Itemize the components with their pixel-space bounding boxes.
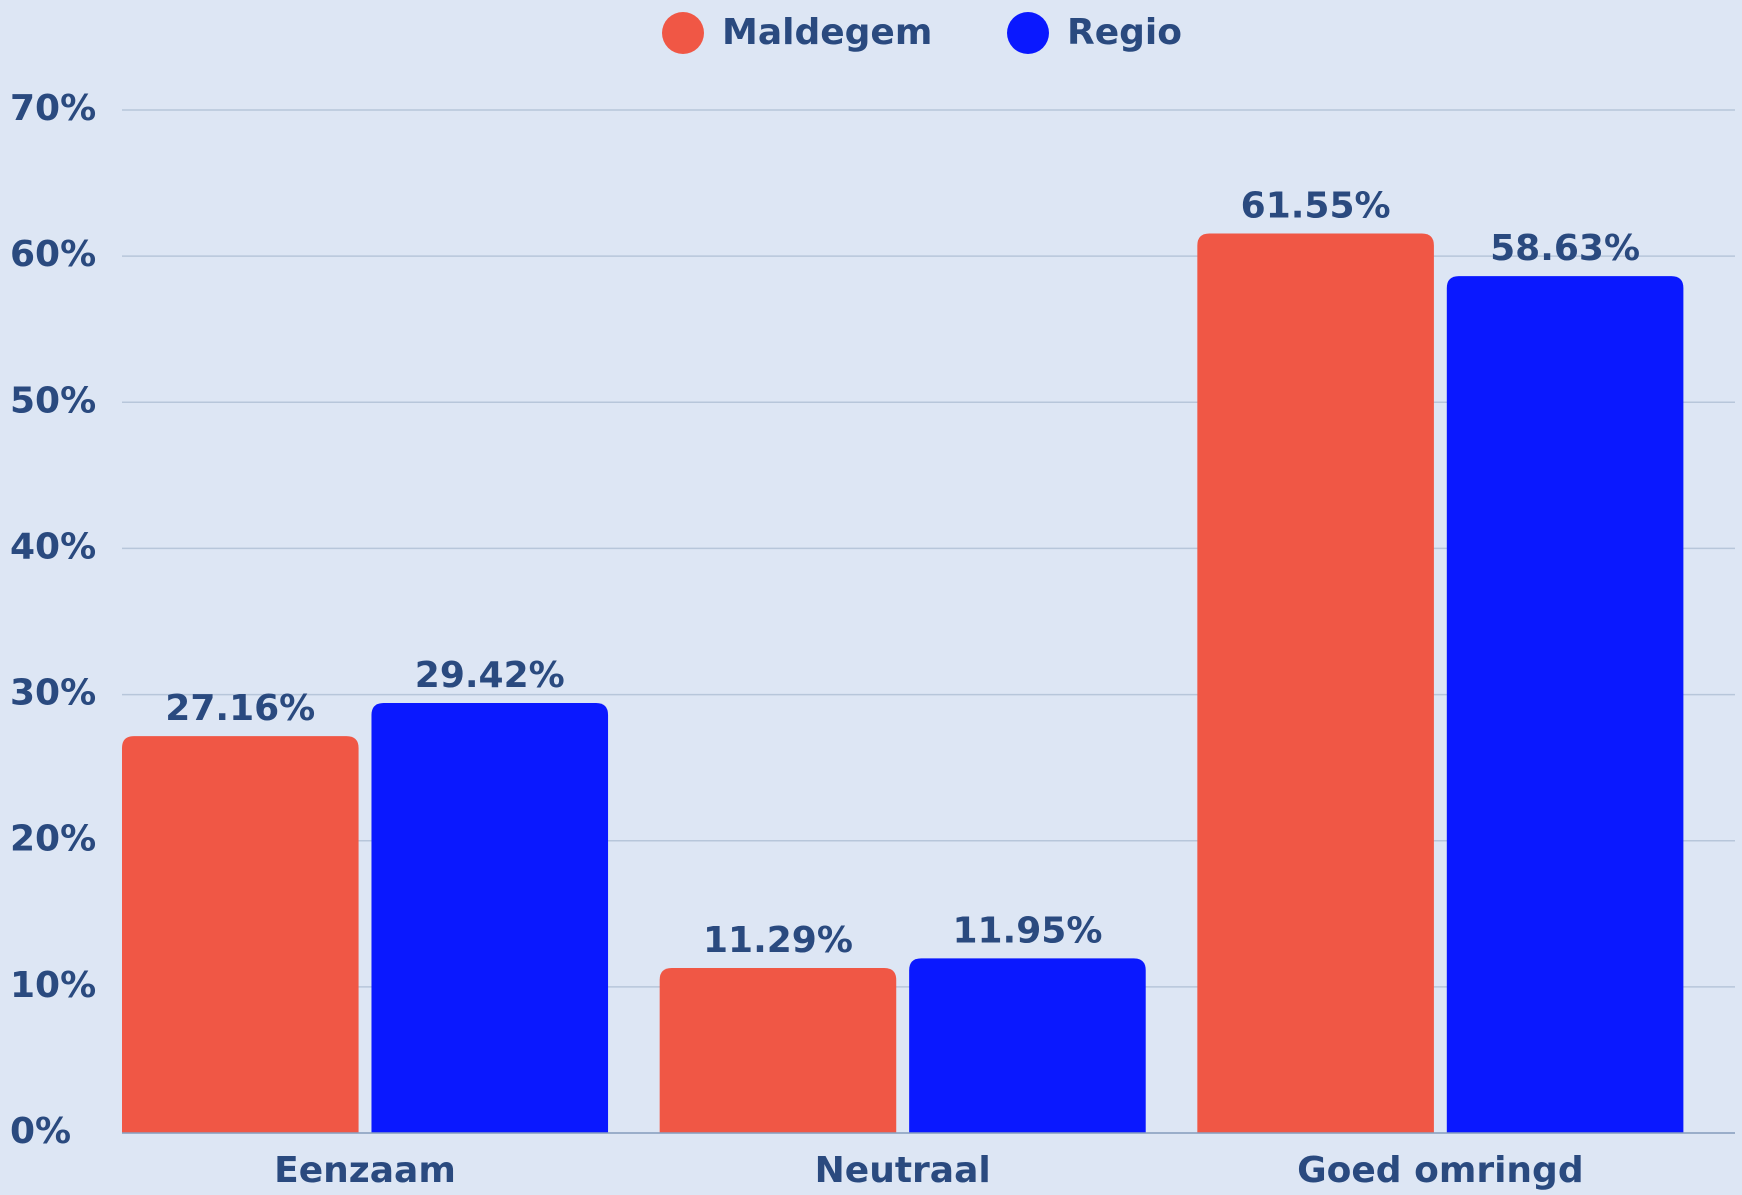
x-tick-label: Eenzaam (274, 1150, 456, 1191)
legend-label: Regio (1067, 12, 1182, 53)
y-tick-label: 20% (10, 819, 96, 860)
bar (909, 958, 1146, 1133)
y-tick-label: 10% (10, 965, 96, 1006)
y-tick-label: 60% (10, 234, 96, 275)
bar (122, 736, 359, 1133)
y-tick-label: 50% (10, 380, 96, 421)
data-label: 58.63% (1490, 228, 1640, 269)
legend-swatch (662, 12, 704, 54)
y-tick-label: 40% (10, 526, 96, 567)
y-tick-label: 0% (10, 1111, 71, 1152)
bar (371, 703, 609, 1133)
bar (659, 968, 897, 1133)
data-label: 27.16% (165, 688, 315, 729)
data-label: 11.29% (703, 920, 853, 961)
x-tick-label: Goed omringd (1297, 1150, 1584, 1191)
y-tick-label: 30% (10, 673, 96, 714)
bar (1197, 233, 1434, 1133)
legend-swatch (1007, 12, 1049, 54)
bar (1446, 276, 1684, 1133)
legend-label: Maldegem (722, 12, 932, 53)
data-label: 29.42% (415, 655, 565, 696)
y-tick-label: 70% (10, 88, 96, 129)
data-label: 11.95% (952, 910, 1102, 951)
data-label: 61.55% (1241, 185, 1391, 226)
x-tick-label: Neutraal (815, 1150, 991, 1191)
